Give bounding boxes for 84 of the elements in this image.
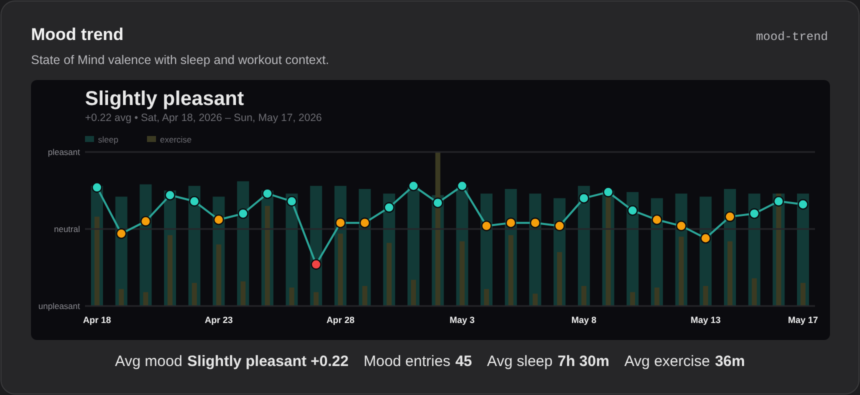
- text: 45: [455, 353, 472, 370]
- text: +0.22 avg • Sat, Apr 18, 2026 – Sun, May 17, 2026: [85, 112, 322, 124]
- point: [140, 216, 152, 227]
- bar: [362, 286, 368, 306]
- x-tick-label: May 3: [450, 315, 475, 325]
- bar: [118, 289, 124, 306]
- bar: [508, 235, 514, 306]
- x-tick-label: May 13: [690, 315, 721, 325]
- bar: [264, 206, 270, 306]
- point: [384, 202, 394, 213]
- bar: [678, 236, 684, 306]
- text: Avg exercise: [624, 353, 710, 370]
- bar: [410, 280, 416, 306]
- bar: [800, 282, 806, 306]
- bar: [532, 294, 538, 306]
- bar: [338, 234, 343, 306]
- point: [238, 208, 248, 219]
- bar: [727, 241, 732, 306]
- bar: [216, 244, 222, 306]
- text: Avg mood: [115, 353, 182, 370]
- x-tick-label: Apr 18: [82, 315, 112, 325]
- text: 36m: [714, 353, 745, 370]
- point: [286, 196, 298, 207]
- point: [554, 220, 565, 232]
- bar: [630, 292, 636, 306]
- ref-line-label: neutral: [54, 224, 80, 234]
- point: [456, 180, 468, 192]
- point: [602, 186, 614, 198]
- bar: [386, 242, 392, 306]
- ref-line-label: pleasant: [48, 147, 81, 157]
- point: [408, 180, 419, 192]
- point: [652, 214, 662, 226]
- bar: [484, 289, 490, 306]
- point: [530, 218, 541, 228]
- bar: [192, 282, 197, 306]
- bar: [240, 281, 246, 306]
- bar: [143, 292, 148, 306]
- bar: [557, 252, 562, 306]
- text: 7h 30m: [558, 353, 610, 370]
- x-tick-label: May 8: [571, 315, 596, 325]
- text: Slightly pleasant: [85, 88, 244, 110]
- bar: [314, 292, 319, 306]
- point: [676, 220, 687, 232]
- point: [506, 218, 516, 228]
- point: [164, 190, 176, 200]
- point: [748, 208, 760, 219]
- x-tick-label: Apr 28: [326, 315, 354, 325]
- point: [724, 211, 736, 222]
- legend-label: exercise: [160, 134, 192, 144]
- point: [481, 220, 492, 232]
- point: [92, 182, 102, 193]
- bar: [581, 286, 586, 306]
- bar: [460, 241, 465, 306]
- point: [627, 205, 638, 216]
- text: Slightly pleasant +0.22: [187, 353, 349, 370]
- bar: [435, 152, 440, 306]
- bar: [168, 235, 173, 306]
- bar: [654, 288, 660, 306]
- x-tick-label: May 17: [788, 315, 818, 325]
- legend-label: sleep: [98, 134, 119, 144]
- point: [335, 218, 346, 228]
- point: [116, 228, 127, 239]
- text: unpleasant: [38, 301, 81, 311]
- x-tick-label: Apr 23: [204, 315, 233, 325]
- text: Avg sleep: [487, 353, 553, 370]
- bar: [94, 216, 100, 306]
- chart-title: Mood trend: [31, 25, 124, 44]
- bar: [703, 286, 708, 306]
- bar: [606, 196, 611, 306]
- point: [578, 192, 590, 204]
- text: mood-trend: [756, 30, 828, 44]
- point: [432, 198, 444, 208]
- point: [359, 218, 370, 228]
- point: [700, 232, 711, 244]
- point: [310, 259, 322, 270]
- point: [262, 188, 273, 199]
- point: [189, 196, 200, 207]
- text: Mood entries: [364, 353, 450, 370]
- point: [773, 196, 784, 207]
- bar: [752, 278, 757, 306]
- point: [798, 199, 808, 210]
- chart-subtitle: State of Mind valence with sleep and workout context.: [31, 53, 330, 67]
- bar: [289, 288, 294, 306]
- point: [213, 214, 224, 226]
